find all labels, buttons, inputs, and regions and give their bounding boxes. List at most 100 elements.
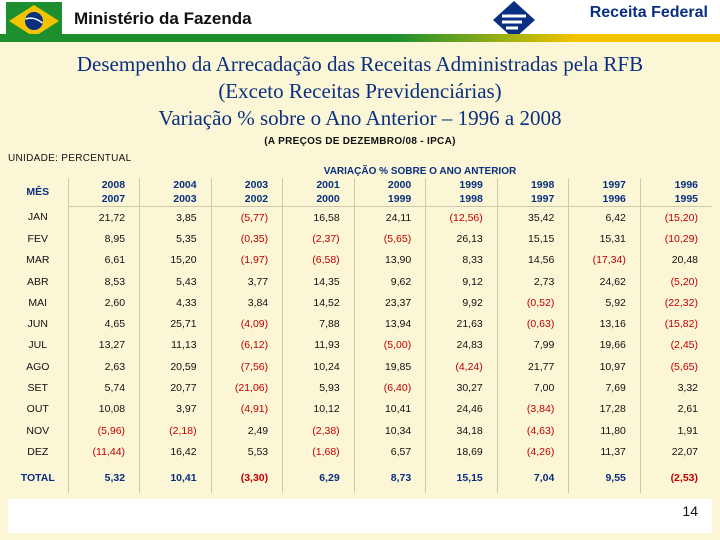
table-row: JAN 21,72 3,85 (5,77) 16,58 24,11 (12,56) 35,42…: [8, 206, 712, 229]
table-cell: (4,24): [425, 356, 498, 378]
table-cell: (5,20): [639, 270, 712, 293]
table-cell: 16,42: [139, 441, 212, 463]
table-cell: 24,46: [425, 398, 498, 420]
brazil-flag-icon: [6, 2, 62, 40]
table-cell: 15,15: [496, 228, 569, 250]
table-cell: 5,92: [568, 292, 641, 314]
table-cell: 16,58: [282, 206, 355, 229]
total-cell: 10,41: [139, 462, 212, 493]
table-cell: (6,12): [210, 334, 283, 357]
total-cell: 7,04: [496, 462, 569, 493]
table-row: MAR 6,61 15,20 (1,97) (6,58) 13,90 8,33 14,56 (1…: [8, 249, 712, 271]
table-cell: 3,77: [210, 270, 283, 293]
table-cell: (0,63): [496, 313, 569, 335]
year-header-top: 2000: [353, 178, 426, 192]
table-cell: 13,16: [568, 313, 641, 335]
table-cell: 5,35: [139, 228, 212, 250]
table-cell: 14,52: [282, 292, 355, 314]
table-cell: 30,27: [425, 377, 498, 399]
year-header-top: 2004: [139, 178, 212, 192]
table-cell: 6,57: [353, 441, 426, 463]
table-cell: (11,44): [67, 441, 140, 463]
table-cell: 10,41: [353, 398, 426, 420]
table-cell: 3,84: [210, 292, 283, 314]
year-header-row-top: MÊS 2008 2004 2003 2001 2000 1999 1998 1997 1996: [8, 178, 712, 198]
table-cell: 2,73: [496, 270, 569, 293]
year-header-top: 1996: [639, 178, 712, 192]
year-header-bottom: 1999: [353, 192, 426, 207]
table-cell: 5,93: [282, 377, 355, 399]
table-cell: 3,97: [139, 398, 212, 420]
table-cell: (17,34): [568, 249, 641, 271]
table-cell: 11,80: [568, 419, 641, 442]
total-cell: 6,29: [282, 462, 355, 493]
table-row: JUL 13,27 11,13 (6,12) 11,93 (5,00) 24,83 7,99 1…: [8, 334, 712, 357]
total-label: TOTAL: [20, 471, 55, 484]
table-cell: 4,33: [139, 292, 212, 314]
table-cell: (5,96): [67, 419, 140, 442]
header-color-bar: [0, 34, 720, 42]
table-cell: 6,42: [568, 206, 641, 229]
year-header-bottom: 2002: [210, 192, 283, 207]
month-label: OUT: [26, 403, 49, 416]
table-cell: (0,35): [210, 228, 283, 250]
table-cell: (2,18): [139, 419, 212, 442]
table-cell: 19,85: [353, 356, 426, 378]
table-cell: (21,06): [210, 377, 283, 399]
year-header-bottom: 2000: [282, 192, 355, 207]
table-cell: 5,43: [139, 270, 212, 293]
table-cell: 11,13: [139, 334, 212, 357]
table-cell: (7,56): [210, 356, 283, 378]
year-header-top: 2003: [210, 178, 283, 192]
year-header-bottom: 1998: [425, 192, 498, 207]
table-cell: 4,65: [67, 313, 140, 335]
table-cell: 13,27: [67, 334, 140, 357]
table-cell: 6,61: [67, 249, 140, 271]
total-cell: 5,32: [67, 462, 140, 493]
year-header-bottom: 1995: [639, 192, 712, 207]
table-cell: (12,56): [425, 206, 498, 229]
year-header-row-bottom: 2007 2003 2002 2000 1999 1998 1997 1996 1995: [8, 192, 712, 207]
month-label: NOV: [26, 424, 50, 437]
table-cell: 8,33: [425, 249, 498, 271]
table-row: SET 5,74 20,77 (21,06) 5,93 (6,40) 30,27 7,00 7,…: [8, 377, 712, 399]
table-cell: (2,38): [282, 419, 355, 442]
month-label: JAN: [27, 211, 48, 224]
table-cell: 17,28: [568, 398, 641, 420]
price-note: (A PREÇOS DE DEZEMBRO/08 - IPCA): [264, 136, 456, 147]
title-line-2: (Exceto Receitas Previdenciárias): [218, 79, 502, 103]
receita-federal-logo-icon: [493, 1, 535, 39]
table-cell: 2,60: [67, 292, 140, 314]
table-cell: 15,31: [568, 228, 641, 250]
table-cell: 11,93: [282, 334, 355, 357]
total-row: TOTAL 5,32 10,41 (3,30) 6,29 8,73 15,15 7,04 9,5…: [8, 462, 712, 493]
table-row: JUN 4,65 25,71 (4,09) 7,88 13,94 21,63 (0,63) 13…: [8, 313, 712, 335]
table-cell: 7,88: [282, 313, 355, 335]
table-row: MAI 2,60 4,33 3,84 14,52 23,37 9,92 (0,52) 5,92(…: [8, 292, 712, 314]
table-cell: 24,11: [353, 206, 426, 229]
variation-header-row: VARIAÇÃO % SOBRE O ANO ANTERIOR: [8, 164, 712, 178]
table-cell: 8,53: [67, 270, 140, 293]
total-cell: (2,53): [639, 462, 712, 493]
table-cell: (6,40): [353, 377, 426, 399]
unit-label: UNIDADE: PERCENTUAL: [8, 153, 132, 164]
table-cell: 20,77: [139, 377, 212, 399]
total-cell: (3,30): [210, 462, 283, 493]
table-cell: (5,65): [639, 356, 712, 378]
table-cell: 22,07: [639, 441, 712, 463]
footer-box: [8, 499, 712, 533]
month-label: SET: [27, 382, 48, 395]
table-cell: 21,77: [496, 356, 569, 378]
table-cell: (2,37): [282, 228, 355, 250]
table-cell: 10,08: [67, 398, 140, 420]
table-row: AGO 2,63 20,59 (7,56) 10,24 19,85 (4,24) 21,77 1…: [8, 356, 712, 378]
table-cell: 35,42: [496, 206, 569, 229]
table-cell: 3,85: [139, 206, 212, 229]
table-cell: 5,53: [210, 441, 283, 463]
table-cell: 21,72: [67, 206, 140, 229]
year-header-top: 2001: [282, 178, 355, 192]
table-row: OUT 10,08 3,97 (4,91) 10,12 10,41 24,46 (3,84) 1…: [8, 398, 712, 420]
year-header-top: 1997: [568, 178, 641, 192]
table-cell: 11,37: [568, 441, 641, 463]
table-cell: 20,48: [639, 249, 712, 271]
